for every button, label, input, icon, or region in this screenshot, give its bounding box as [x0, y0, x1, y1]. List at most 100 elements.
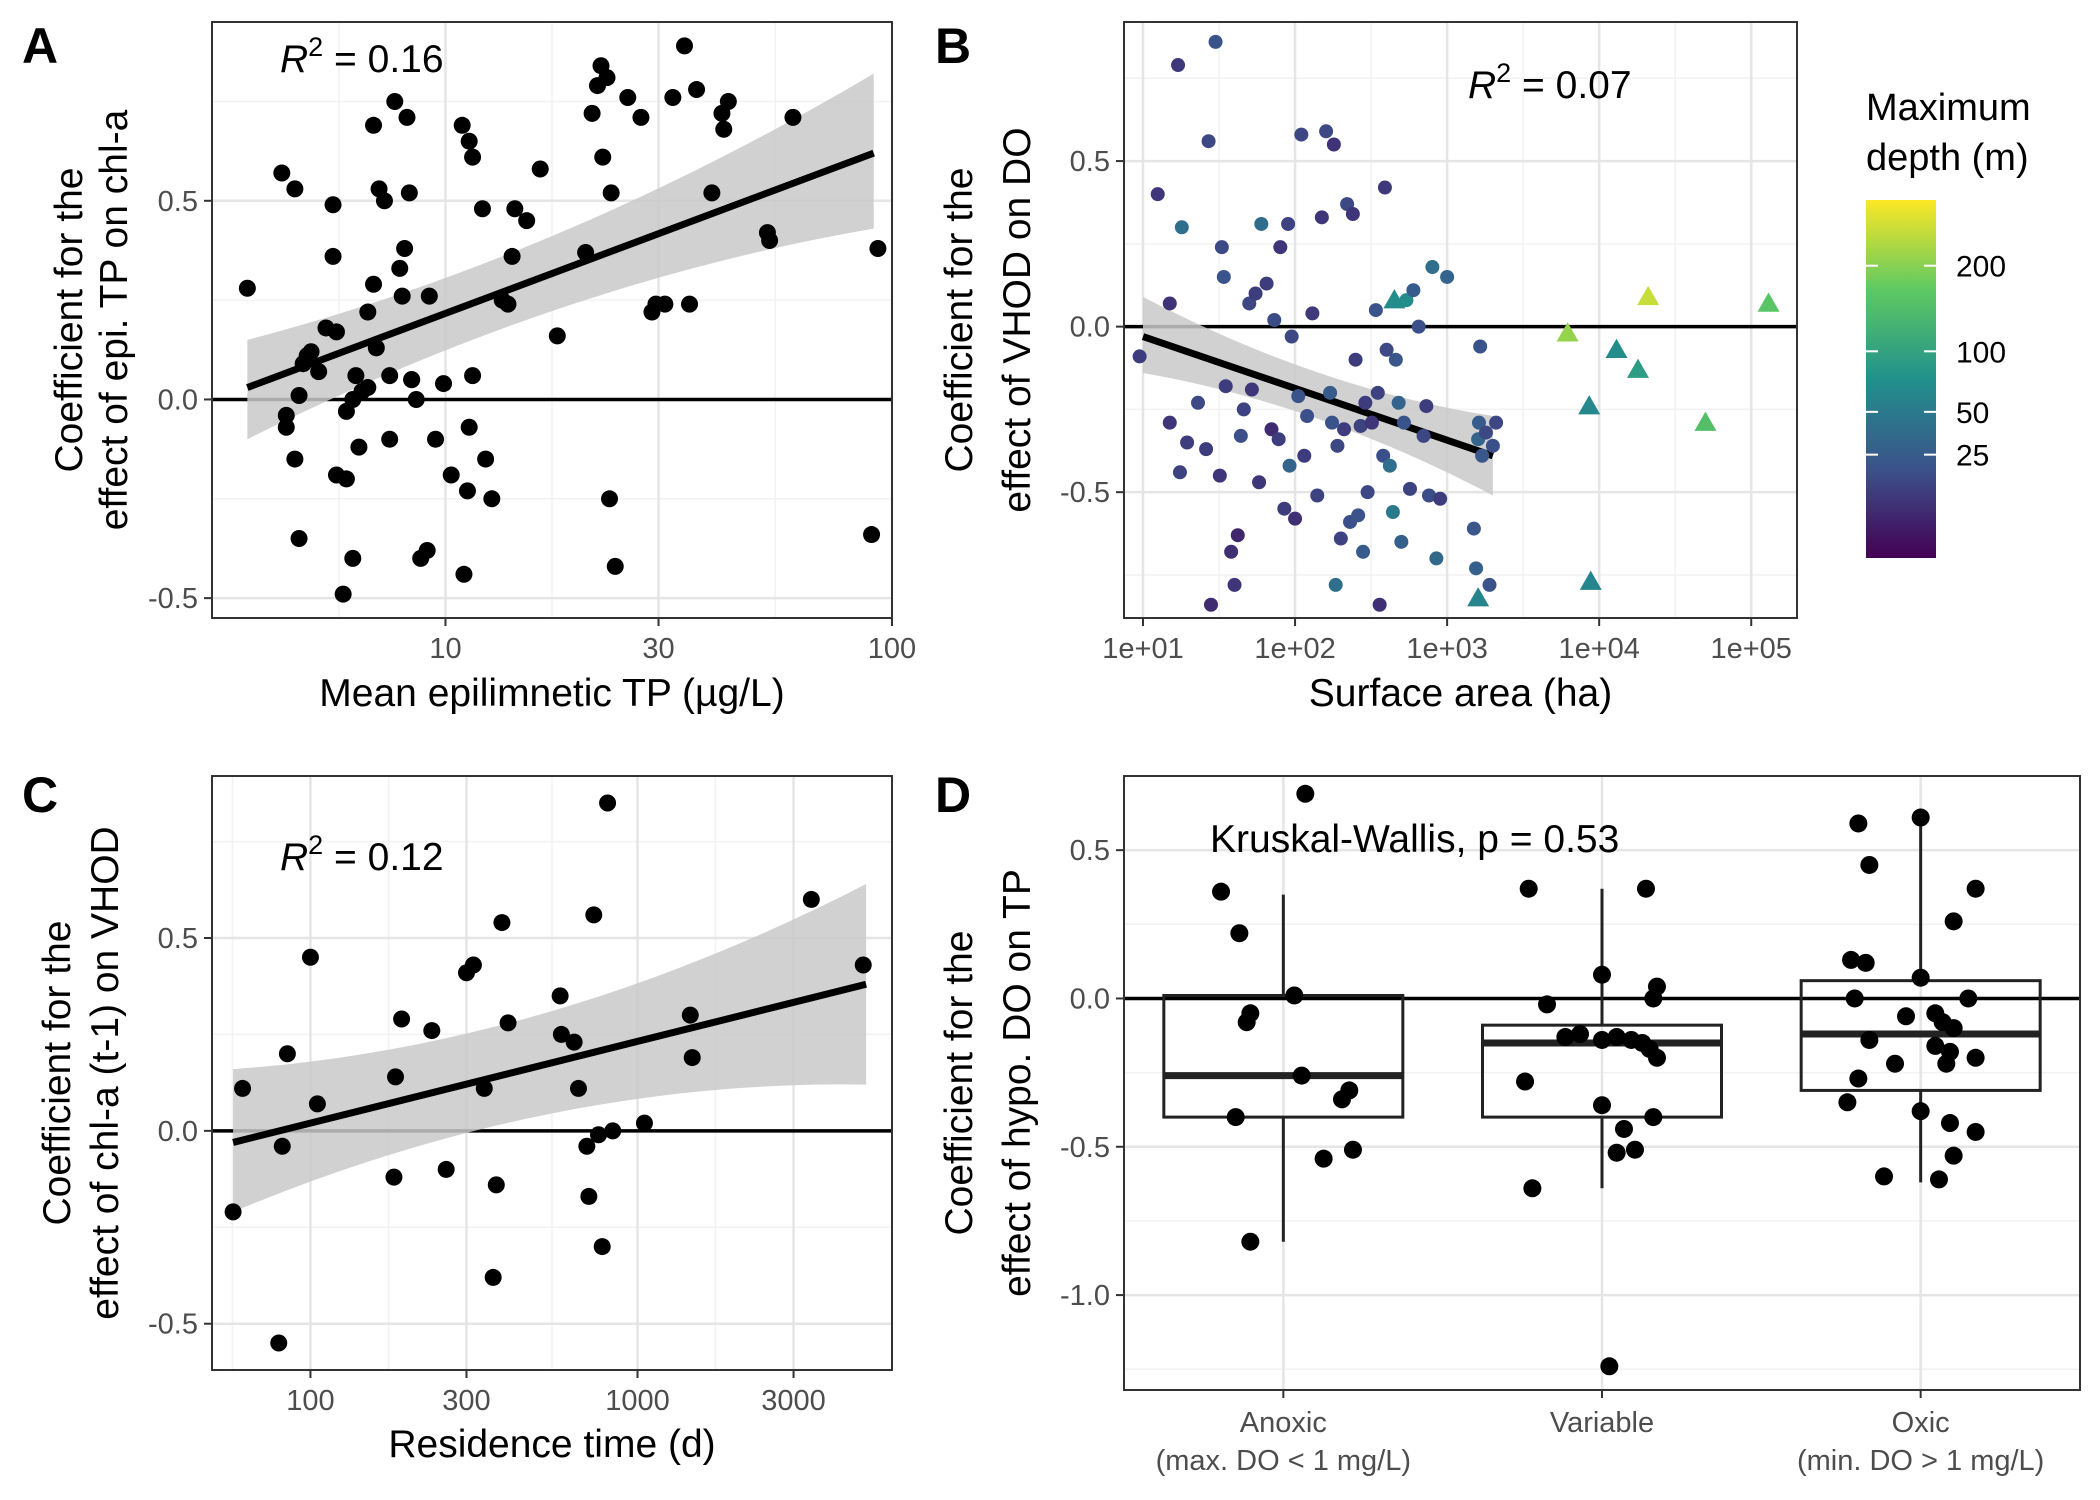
panel-d-ylabel-line1: Coefficient for the — [938, 931, 981, 1236]
panel-b-reservoir-point — [1556, 322, 1579, 342]
panel-c-r2-annotation: R2 = 0.12 — [280, 830, 444, 879]
panel-a-point — [632, 108, 650, 126]
panel-c-ylabel-line1: Coefficient for the — [36, 921, 79, 1226]
panel-c-point — [308, 1095, 326, 1113]
panel-a-r2-annotation: R2 = 0.16 — [280, 32, 444, 81]
panel-a-ylabel-line1: Coefficient for the — [48, 168, 91, 473]
panel-c-point — [569, 1079, 587, 1097]
panel-d: -1.0 -0.5 0.0 0.5 Anoxic (max. DO < 1 mg/L) Va… — [938, 775, 2081, 1477]
panel-d-point — [1929, 1170, 1948, 1189]
panel-b-lake-point — [1323, 385, 1338, 400]
panel-a-point — [703, 184, 721, 202]
panel-b-lake-point — [1388, 352, 1403, 367]
panel-c-tag: C — [22, 767, 58, 823]
panel-a-tick-label-x: 30 — [642, 633, 674, 665]
panel-a-fit-line — [246, 149, 875, 391]
panel-a-point — [460, 132, 478, 150]
panel-b-lake-point — [1201, 134, 1216, 149]
panel-d-point — [1571, 1025, 1590, 1044]
panel-a-point — [386, 92, 404, 110]
panel-b-tick-label-y: 0.5 — [1070, 146, 1110, 178]
panel-a-panel-border — [211, 21, 893, 619]
panel-d-tick-label-y: 0.5 — [1070, 835, 1110, 867]
panel-a-point — [869, 239, 887, 257]
panel-d-ylabel-line2: effect of hypo. DO on TP — [996, 869, 1039, 1297]
panel-d-box — [1162, 993, 1405, 1119]
panel-a-point — [460, 418, 478, 436]
panel-b-lake-point — [1218, 379, 1233, 394]
panel-b-lake-point — [1333, 531, 1348, 546]
panel-d-point — [1516, 1072, 1535, 1091]
panel-a-point — [577, 243, 595, 261]
legend-tick-label: 100 — [1956, 336, 2006, 369]
panel-b-lake-point — [1233, 428, 1248, 443]
panel-d-point — [1926, 1036, 1945, 1055]
panel-d-point — [1593, 1030, 1611, 1049]
panel-a-confidence-band — [247, 73, 874, 440]
panel-a-point — [324, 196, 342, 214]
panel-a-point — [344, 549, 362, 567]
panel-c-point — [585, 906, 603, 924]
panel-a-point — [499, 295, 517, 313]
panel-b-lake-point — [1294, 127, 1309, 142]
panel-a-point — [583, 104, 601, 122]
panel-c-point — [599, 794, 617, 812]
panel-d-point — [1944, 1146, 1963, 1165]
panel-a-point — [715, 120, 733, 138]
panel-c-point — [565, 1033, 583, 1051]
panel-a-tick-label-x: 10 — [429, 633, 461, 665]
panel-c-point — [854, 956, 872, 974]
panel-b-lake-point — [1370, 385, 1385, 400]
panel-b-ylabel-line1: Coefficient for the — [938, 168, 981, 473]
panel-d-category-sublabel: (max. DO < 1 mg/L) — [1156, 1445, 1411, 1477]
panel-d-point — [1593, 1096, 1611, 1115]
panel-b-lake-point — [1372, 597, 1387, 612]
panel-d-tag: D — [935, 767, 971, 823]
panel-d-point — [1842, 950, 1861, 969]
legend-tick-label: 25 — [1956, 440, 1989, 473]
panel-a-point — [381, 430, 399, 448]
panel-a-point — [761, 232, 779, 250]
panel-c-point — [224, 1203, 242, 1221]
panel-a-point — [367, 339, 385, 357]
panel-a-point — [359, 303, 377, 321]
panel-c-tick-label-x: 100 — [286, 1385, 334, 1417]
panel-b-lake-point — [1377, 180, 1392, 195]
panel-b-tick-label-x: 1e+03 — [1406, 633, 1487, 665]
panel-c-point — [423, 1022, 441, 1040]
panel-b-lake-point — [1264, 422, 1279, 437]
panel-b-lake-point — [1485, 438, 1500, 453]
panel-b-lake-point — [1466, 521, 1481, 536]
panel-b-lake-point — [1469, 561, 1484, 576]
panel-b-lake-point — [1162, 415, 1177, 430]
panel-c-point — [604, 1122, 622, 1140]
legend-tick-label: 50 — [1956, 397, 1989, 430]
panel-d-point — [1849, 814, 1868, 833]
panel-c-point — [393, 1010, 411, 1028]
panel-a-point — [455, 565, 473, 583]
panel-b-lake-point — [1429, 551, 1444, 566]
panel-d-point — [1538, 995, 1557, 1014]
panel-a-point — [464, 367, 482, 385]
panel-d-point — [1966, 1048, 1985, 1067]
panel-a-point — [277, 418, 295, 436]
panel-a-point — [398, 108, 416, 126]
panel-a-point — [606, 557, 624, 575]
panel-a-point — [420, 287, 438, 305]
panel-d-point — [1607, 1143, 1626, 1162]
panel-b-lake-point — [1297, 448, 1312, 463]
panel-b-lake-point — [1360, 485, 1375, 500]
panel-b-lake-point — [1242, 296, 1257, 311]
panel-b-tick-label-x: 1e+05 — [1710, 633, 1791, 665]
panel-c-point — [273, 1137, 291, 1155]
panel-c-point — [484, 1268, 502, 1286]
panel-c-point — [590, 1126, 608, 1144]
panel-c-point — [487, 1176, 505, 1194]
panel-a-point — [675, 37, 693, 55]
panel-a-point — [327, 323, 345, 341]
panel-a-point — [503, 247, 521, 265]
panel-b-tick-label-x: 1e+01 — [1102, 633, 1183, 665]
panel-b-lake-point — [1478, 425, 1493, 440]
panel-c-point — [270, 1334, 288, 1352]
